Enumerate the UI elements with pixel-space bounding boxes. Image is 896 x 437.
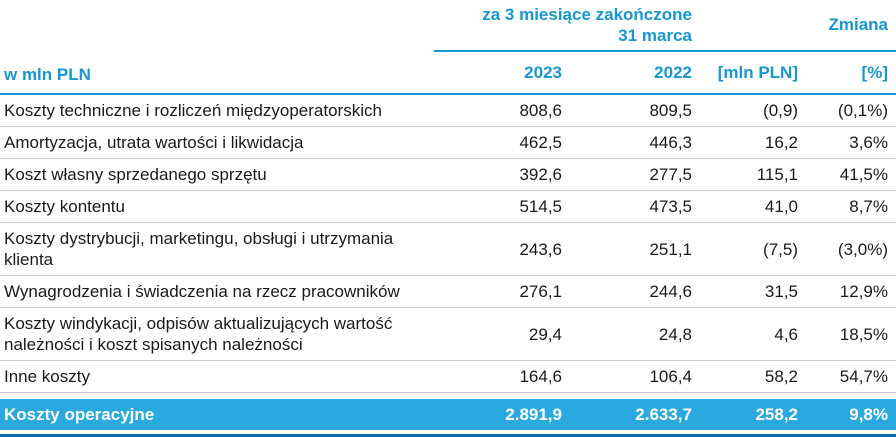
value-2023: 462,5	[519, 133, 562, 152]
value-2023: 514,5	[519, 197, 562, 216]
change-mln-value: 16,2	[764, 133, 798, 152]
change-mln-value: 4,6	[774, 324, 798, 344]
change-pct-value: 3,6%	[849, 133, 888, 152]
row-label: Amortyzacja, utrata wartości i likwidacj…	[4, 133, 304, 152]
change-mln-value: (7,5)	[763, 239, 798, 259]
table-row: Koszty kontentu 514,5 473,5 41,0 8,7%	[0, 191, 896, 223]
total-value-2023: 2.891,9	[505, 405, 562, 424]
value-2023: 808,6	[519, 101, 562, 120]
column-headers-row: 2023 2022 [mln PLN] [%]	[434, 52, 896, 93]
row-label: Koszt własny sprzedanego sprzętu	[4, 165, 267, 184]
value-2022: 106,4	[649, 367, 692, 386]
row-label: Koszty windykacji, odpisów aktualizujący…	[4, 314, 393, 354]
table-row: Koszty dystrybucji, marketingu, obsługi …	[0, 223, 896, 276]
table-row: Wynagrodzenia i świadczenia na rzecz pra…	[0, 276, 896, 308]
table-row: Inne koszty 164,6 106,4 58,2 54,7%	[0, 361, 896, 393]
change-header: Zmiana	[828, 15, 888, 34]
total-row-label: Koszty operacyjne	[4, 405, 155, 424]
change-pct-value: 18,5%	[839, 324, 888, 344]
row-label: Koszty dystrybucji, marketingu, obsługi …	[4, 229, 394, 269]
header-top-row: za 3 miesiące zakończone 31 marca Zmiana	[434, 0, 896, 52]
value-2023: 243,6	[519, 239, 562, 259]
value-2022: 24,8	[658, 324, 692, 344]
value-2023: 164,6	[519, 367, 562, 386]
total-row: Koszty operacyjne 2.891,9 2.633,7 258,2 …	[0, 399, 896, 430]
column-header-2022: 2022	[654, 63, 692, 82]
change-mln-value: 41,0	[764, 197, 798, 216]
change-mln-value: (0,9)	[763, 101, 798, 120]
change-mln-value: 58,2	[764, 367, 798, 386]
change-mln-value: 31,5	[764, 282, 798, 301]
column-header-change-mln: [mln PLN]	[717, 63, 798, 82]
value-2022: 277,5	[649, 165, 692, 184]
column-header-2023: 2023	[524, 63, 562, 82]
change-pct-value: 8,7%	[849, 197, 888, 216]
change-pct-value: 12,9%	[839, 282, 888, 301]
change-pct-value: 54,7%	[839, 367, 888, 386]
value-2022: 473,5	[649, 197, 692, 216]
value-2023: 392,6	[519, 165, 562, 184]
value-2022: 446,3	[649, 133, 692, 152]
value-2022: 244,6	[649, 282, 692, 301]
change-pct-value: (3,0%)	[837, 239, 888, 259]
change-mln-value: 115,1	[756, 165, 798, 184]
column-header-change-pct: [%]	[861, 63, 888, 82]
period-header: za 3 miesiące zakończone 31 marca	[482, 5, 692, 45]
unit-label: w mln PLN	[4, 65, 91, 84]
total-value-2022: 2.633,7	[635, 405, 692, 424]
row-label: Wynagrodzenia i świadczenia na rzecz pra…	[4, 282, 400, 301]
total-change-pct-value: 9,8%	[849, 405, 888, 424]
change-pct-value: 41,5%	[839, 165, 888, 184]
row-label: Koszty kontentu	[4, 197, 125, 216]
table-row: Amortyzacja, utrata wartości i likwidacj…	[0, 127, 896, 159]
table-row: Koszt własny sprzedanego sprzętu 392,6 2…	[0, 159, 896, 191]
table-row: Koszty techniczne i rozliczeń międzyoper…	[0, 95, 896, 127]
table-header: w mln PLN za 3 miesiące zakończone 31 ma…	[0, 0, 896, 95]
row-label: Inne koszty	[4, 367, 90, 386]
change-pct-value: (0,1%)	[837, 101, 888, 120]
row-label: Koszty techniczne i rozliczeń międzyoper…	[4, 101, 382, 120]
total-change-mln-value: 258,2	[755, 405, 798, 424]
value-2023: 276,1	[519, 282, 562, 301]
value-2022: 809,5	[649, 101, 692, 120]
value-2023: 29,4	[528, 324, 562, 344]
table-row: Koszty windykacji, odpisów aktualizujący…	[0, 308, 896, 361]
header-right-block: za 3 miesiące zakończone 31 marca Zmiana…	[434, 0, 896, 93]
value-2022: 251,1	[649, 239, 692, 259]
